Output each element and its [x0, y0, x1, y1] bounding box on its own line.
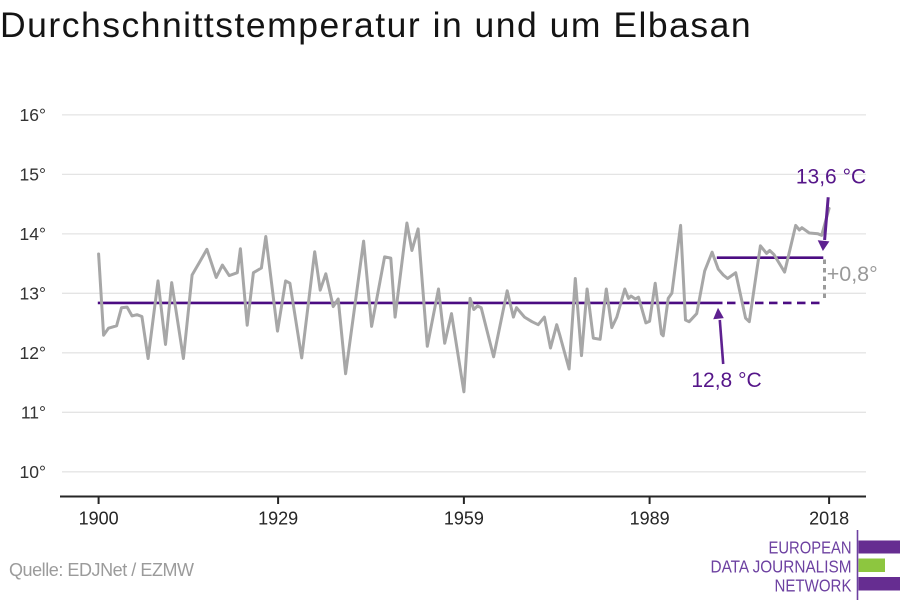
svg-text:16°: 16° — [20, 105, 46, 125]
svg-text:15°: 15° — [20, 165, 46, 185]
svg-text:DATA JOURNALISM: DATA JOURNALISM — [711, 557, 852, 577]
svg-text:1989: 1989 — [630, 509, 670, 529]
svg-text:1929: 1929 — [258, 509, 298, 529]
svg-text:1900: 1900 — [79, 509, 119, 529]
svg-text:12°: 12° — [20, 343, 46, 363]
svg-text:Durchschnittstemperatur in und: Durchschnittstemperatur in und um Elbasa… — [0, 5, 752, 45]
svg-text:+0,8°: +0,8° — [827, 262, 878, 286]
svg-text:EUROPEAN: EUROPEAN — [769, 538, 852, 558]
svg-text:10°: 10° — [20, 462, 46, 482]
svg-text:12,8 °C: 12,8 °C — [691, 369, 761, 392]
svg-text:13°: 13° — [20, 283, 46, 303]
svg-text:11°: 11° — [21, 402, 46, 422]
svg-text:Quelle: EDJNet / EZMW: Quelle: EDJNet / EZMW — [9, 560, 194, 580]
svg-text:14°: 14° — [20, 224, 46, 244]
svg-text:13,6 °C: 13,6 °C — [796, 166, 866, 189]
svg-text:1959: 1959 — [444, 509, 484, 529]
svg-text:2018: 2018 — [809, 509, 849, 529]
svg-text:NETWORK: NETWORK — [775, 576, 852, 596]
